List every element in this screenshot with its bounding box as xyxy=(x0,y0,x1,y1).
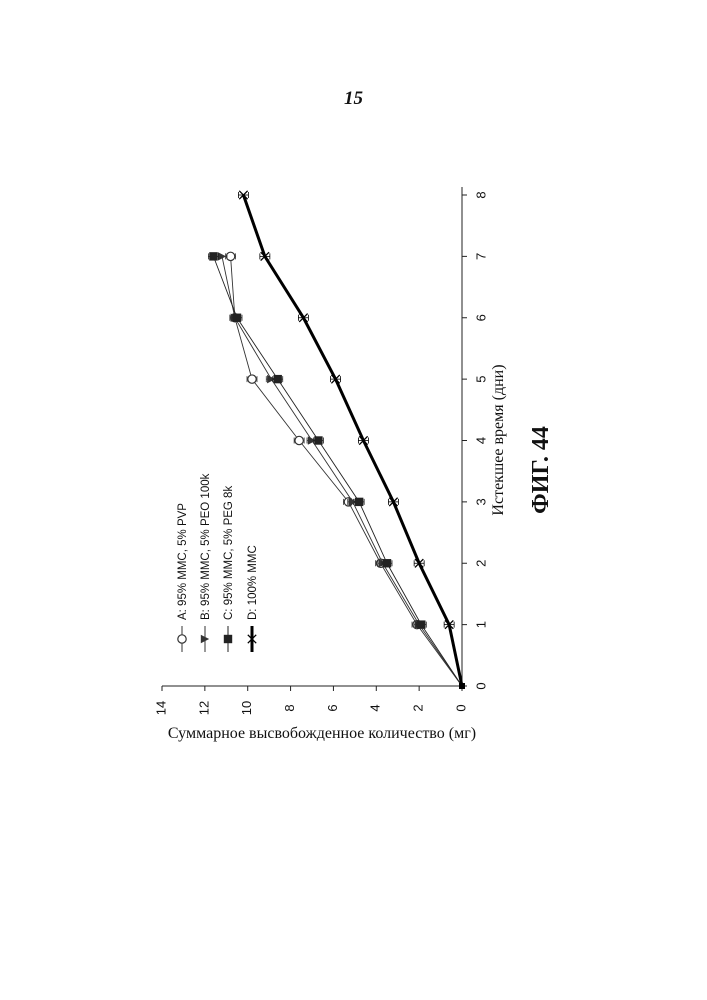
chart-legend: A: 95% MMC, 5% PVP B: 95% MMC, 5% PEO 100… xyxy=(177,473,259,652)
series-line xyxy=(231,256,462,686)
chart-axes: 02468101214012345678 xyxy=(153,187,488,715)
data-point-square xyxy=(209,252,217,260)
data-point-square xyxy=(224,635,232,643)
series-d xyxy=(238,191,465,689)
data-point-circle xyxy=(295,436,303,444)
value-tick-label: 12 xyxy=(196,701,211,715)
time-tick-label: 3 xyxy=(473,498,488,505)
value-tick-label: 4 xyxy=(368,704,383,711)
legend-label: A: 95% MMC, 5% PVP xyxy=(177,503,189,620)
series-c xyxy=(208,252,465,689)
data-point-circle xyxy=(248,375,256,383)
value-tick-label: 10 xyxy=(239,701,254,715)
series-b xyxy=(217,252,465,689)
time-tick-label: 7 xyxy=(473,253,488,260)
data-point-square xyxy=(383,559,391,567)
data-point-square xyxy=(355,498,363,506)
series-line xyxy=(243,195,462,686)
value-tick-label: 6 xyxy=(325,704,340,711)
value-tick-label: 8 xyxy=(282,704,297,711)
time-tick-label: 5 xyxy=(473,376,488,383)
data-point-square xyxy=(233,314,241,322)
legend-label: C: 95% MMC, 5% PEG 8k xyxy=(223,486,235,620)
series-a xyxy=(226,252,465,689)
time-tick-label: 1 xyxy=(473,621,488,628)
data-point-circle xyxy=(178,635,186,643)
value-tick-label: 0 xyxy=(453,704,468,711)
legend-item-d: D: 100% MMC xyxy=(247,545,259,652)
legend-label: D: 100% MMC xyxy=(247,545,259,620)
time-tick-label: 2 xyxy=(473,560,488,567)
data-point-square xyxy=(274,375,282,383)
y-axis-title: Суммарное высвобожденное количество (мг) xyxy=(168,725,476,742)
data-point-circle xyxy=(226,252,234,260)
legend-item-b: B: 95% MMC, 5% PEO 100k xyxy=(200,473,212,652)
legend-label: B: 95% MMC, 5% PEO 100k xyxy=(200,473,212,620)
value-tick-label: 14 xyxy=(153,701,168,715)
legend-item-a: A: 95% MMC, 5% PVP xyxy=(177,503,189,652)
figure-caption: ФИГ. 44 xyxy=(528,426,554,514)
data-point-square xyxy=(417,620,425,628)
time-tick-label: 0 xyxy=(473,682,488,689)
data-point-triangle xyxy=(218,252,226,260)
time-tick-label: 4 xyxy=(473,437,488,444)
x-axis-title: Истекшее время (дни) xyxy=(490,364,507,515)
origin-point xyxy=(459,683,465,689)
legend-item-c: C: 95% MMC, 5% PEG 8k xyxy=(223,486,235,652)
time-tick-label: 8 xyxy=(473,191,488,198)
data-point-square xyxy=(314,436,322,444)
value-tick-label: 2 xyxy=(411,704,426,711)
series-line xyxy=(222,256,462,686)
time-tick-label: 6 xyxy=(473,314,488,321)
